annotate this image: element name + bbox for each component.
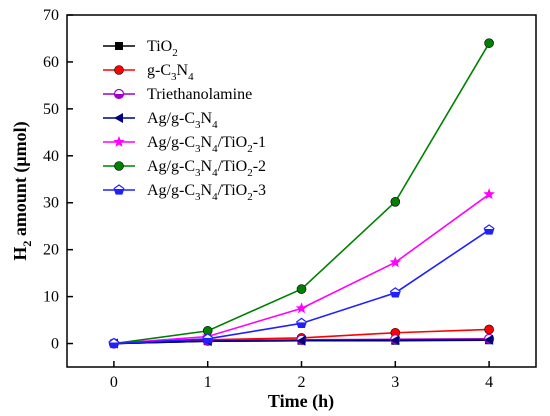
data-point-series-7 xyxy=(296,317,307,328)
x-tick-label: 4 xyxy=(485,374,493,391)
data-point-series-7 xyxy=(483,224,495,235)
legend-marker xyxy=(115,42,123,50)
legend-label: Ag/g-C3N4/TiO2-3 xyxy=(147,182,266,203)
legend-marker xyxy=(113,136,125,147)
data-point-series-2 xyxy=(484,324,494,335)
data-point-series-4 xyxy=(296,335,306,346)
legend-marker xyxy=(114,113,123,123)
legend-marker xyxy=(113,184,125,195)
data-point-series-7 xyxy=(108,337,120,349)
data-point-series-6 xyxy=(390,196,401,207)
legend-label: Ag/g-C3N4 xyxy=(147,110,218,131)
legend-marker xyxy=(114,65,124,75)
data-point-series-4 xyxy=(390,335,400,346)
series-markers xyxy=(108,38,495,349)
y-tick-label: 30 xyxy=(43,195,59,212)
y-tick-label: 40 xyxy=(43,148,59,165)
data-point-series-7 xyxy=(202,333,214,344)
y-axis-title: H2 amount (μmol) xyxy=(10,121,34,260)
legend-label: Ag/g-C3N4/TiO2-1 xyxy=(147,134,266,155)
data-point-series-7 xyxy=(389,287,401,298)
x-tick-label: 3 xyxy=(391,374,399,391)
data-point-series-6 xyxy=(296,284,307,294)
data-point-series-4 xyxy=(484,334,494,345)
data-point-series-5 xyxy=(483,188,495,200)
y-tick-label: 20 xyxy=(43,242,59,259)
plot-frame xyxy=(66,14,537,368)
x-tick-label: 1 xyxy=(204,374,212,391)
legend-marker xyxy=(114,161,124,171)
legend-label: TiO2 xyxy=(147,38,178,59)
data-point-series-5 xyxy=(389,256,402,268)
x-tick-label: 0 xyxy=(110,374,118,391)
legend-label: g-C3N4 xyxy=(147,62,194,83)
legend-label: Ag/g-C3N4/TiO2-2 xyxy=(147,158,266,179)
data-point-series-6 xyxy=(484,38,494,48)
legend-label: Triethanolamine xyxy=(147,86,252,103)
y-tick-label: 50 xyxy=(43,101,59,118)
x-axis-title: Time (h) xyxy=(268,391,334,412)
y-tick-label: 70 xyxy=(43,7,59,24)
y-tick-label: 60 xyxy=(43,54,59,71)
data-point-series-5 xyxy=(295,302,308,314)
x-tick-label: 2 xyxy=(298,374,306,391)
legend: TiO2 g-C3N4 Triethanolamine Ag/g-C3N4 Ag/g-C… xyxy=(103,38,266,203)
legend-marker xyxy=(113,88,125,100)
y-tick-label: 0 xyxy=(51,336,59,353)
y-tick-label: 10 xyxy=(43,289,59,306)
